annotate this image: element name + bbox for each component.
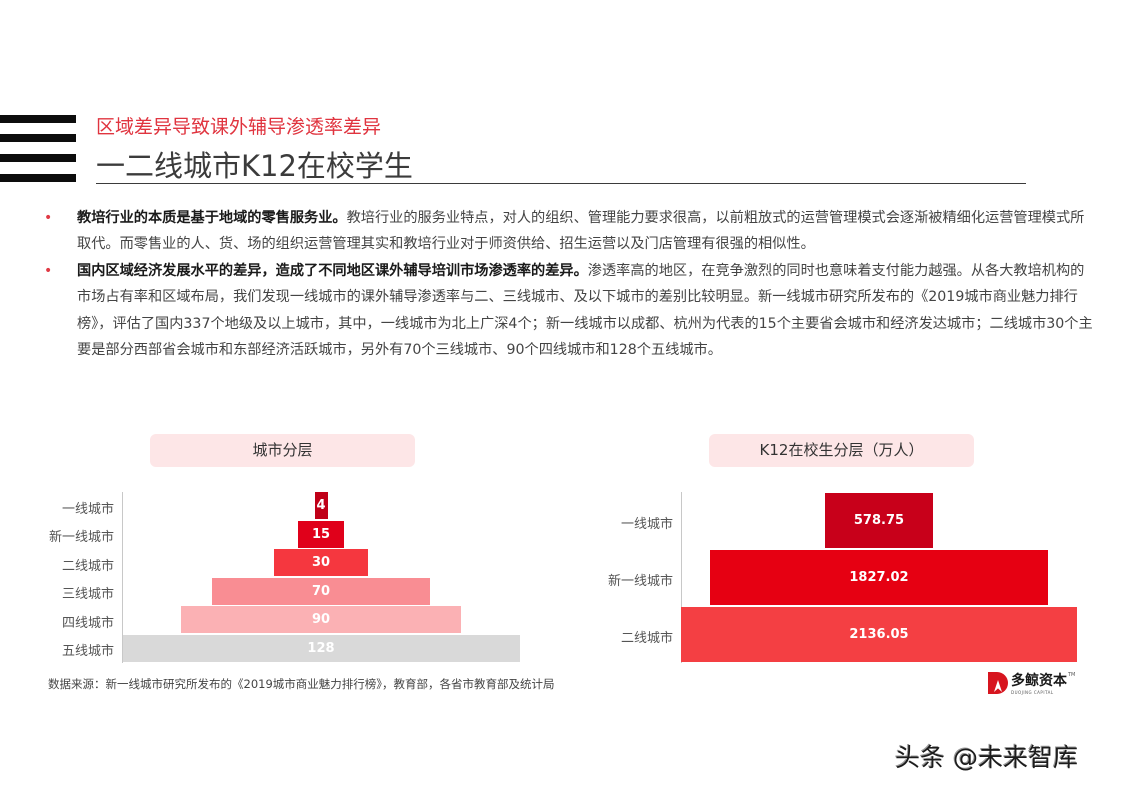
chart-bar: 15 (297, 520, 345, 548)
category-label: 三线城市 (61, 587, 114, 602)
category-label: 新一线城市 (607, 573, 673, 589)
bullet-dot-icon: • (44, 210, 53, 226)
bullet-bold-lead: 国内区域经济发展水平的差异，造成了不同地区课外辅导培训市场渗透率的差异。 (77, 262, 588, 279)
header-stripe (0, 115, 76, 123)
bullet-list: • 教培行业的本质是基于地域的零售服务业。教培行业的服务业特点，对人的组织、管理… (44, 205, 1094, 363)
chart-axis (122, 492, 123, 663)
bullet-item: • 教培行业的本质是基于地域的零售服务业。教培行业的服务业特点，对人的组织、管理… (44, 205, 1094, 258)
data-source-note: 数据来源：新一线城市研究所发布的《2019城市商业魅力排行榜》，教育部，各省市教… (48, 677, 555, 691)
chart-bar: 2136.05 (681, 607, 1077, 662)
logo-trademark: TM (1068, 672, 1076, 678)
bullet-text: 渗透率高的地区，在竞争激烈的同时也意味着支付能力越强。从各大教培机构的市场占有率… (77, 262, 1093, 359)
chart-bar: 90 (181, 606, 461, 633)
bullet-item: • 国内区域经济发展水平的差异，造成了不同地区课外辅导培训市场渗透率的差异。渗透… (44, 258, 1094, 364)
category-label: 四线城市 (61, 615, 114, 631)
section-subtitle: 区域差异导致课外辅导渗透率差异 (96, 116, 382, 138)
chart-title-k12-students: K12在校生分层（万人） (709, 434, 974, 467)
logo-subtext: DUOJING CAPITAL (1011, 690, 1054, 695)
page-title: 一二线城市K12在校学生 (96, 149, 413, 183)
category-label: 二线城市 (61, 558, 114, 574)
header-stripe (0, 154, 76, 162)
category-label: 一线城市 (61, 501, 114, 517)
chart-bar: 1827.02 (709, 550, 1049, 605)
chart-axis (681, 492, 682, 663)
category-label: 二线城市 (620, 630, 673, 646)
chart-bar: 30 (274, 549, 368, 576)
logo-mark-icon (988, 672, 1008, 694)
bullet-dot-icon: • (44, 262, 53, 279)
category-label: 新一线城市 (48, 530, 114, 545)
category-label: 一线城市 (620, 516, 673, 532)
bullet-text: 教培行业的服务业特点，对人的组织、管理能力要求很高，以前粗放式的运营管理模式会逐… (77, 210, 1085, 253)
logo-name: 多鲸资本 (1011, 673, 1067, 689)
bullet-bold-lead: 教培行业的本质是基于地域的零售服务业。 (77, 210, 347, 226)
header-stripe (0, 174, 76, 182)
chart-title-city-tiers: 城市分层 (150, 434, 415, 467)
chart-bar: 578.75 (825, 493, 933, 548)
title-divider (96, 183, 1026, 184)
brand-logo: 多鲸资本 DUOJING CAPITAL TM (988, 672, 1075, 698)
header-stripe (0, 134, 76, 142)
chart-bar: 128 (122, 634, 520, 662)
watermark: 头条 @未来智库 (895, 743, 1078, 772)
chart-bar: 70 (212, 577, 430, 605)
category-label: 五线城市 (61, 644, 114, 659)
chart-bar: 4 (314, 492, 328, 519)
